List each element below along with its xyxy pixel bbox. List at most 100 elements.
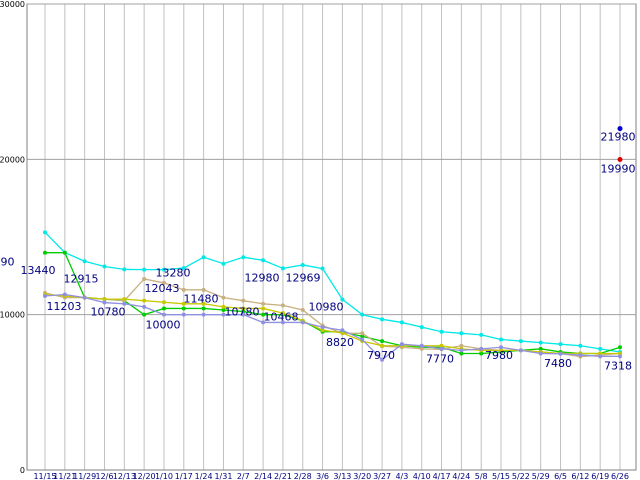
data-point (479, 332, 484, 337)
data-point (340, 297, 345, 302)
data-point (161, 280, 166, 285)
data-point (340, 328, 345, 333)
data-point (261, 320, 266, 325)
data-point (380, 343, 385, 348)
data-point (479, 351, 484, 356)
data-point (261, 301, 266, 306)
data-point (142, 276, 147, 281)
x-tick-label: 6/26 (611, 472, 629, 480)
y-tick-label: 10000 (0, 311, 25, 320)
data-point (300, 320, 305, 325)
data-point (459, 348, 464, 353)
data-label: 12980 (245, 271, 280, 284)
data-label: 19990 (601, 162, 636, 175)
data-label: 13990 (0, 256, 15, 269)
data-point (300, 308, 305, 313)
data-point (578, 343, 583, 348)
x-tick-label: 1/10 (155, 472, 173, 480)
data-point (201, 255, 206, 260)
data-point (439, 346, 444, 351)
data-point (43, 293, 47, 298)
data-label: 11480 (184, 293, 219, 306)
x-tick-label: 3/13 (333, 472, 351, 480)
data-point (558, 351, 563, 356)
x-tick-label: 1/17 (175, 472, 193, 480)
data-point (499, 348, 504, 353)
data-point (578, 353, 583, 358)
extra-points (617, 126, 623, 162)
x-tick-label: 12/13 (113, 472, 136, 480)
data-point (280, 320, 285, 325)
x-tick-label: 2/14 (254, 472, 272, 480)
data-label: 10780 (91, 306, 126, 319)
data-point (43, 250, 47, 255)
data-point (518, 339, 523, 344)
data-point (380, 339, 385, 344)
data-point (558, 342, 563, 347)
data-point (499, 345, 504, 350)
y-tick-label: 0 (20, 466, 25, 475)
data-point (419, 346, 424, 351)
data-point (340, 330, 345, 335)
data-label: 10000 (146, 319, 181, 332)
data-point (122, 301, 127, 306)
x-tick-label: 3/27 (373, 472, 391, 480)
data-point (221, 261, 226, 266)
x-tick-label: 2/28 (294, 472, 312, 480)
data-point (241, 306, 246, 311)
series-group (43, 230, 622, 362)
data-point (439, 329, 444, 334)
data-point (102, 297, 107, 302)
extra-point (617, 126, 623, 132)
data-point (241, 312, 246, 317)
data-point (62, 292, 67, 297)
plot-area (26, 3, 637, 471)
data-point (261, 312, 266, 317)
series-line (44, 293, 620, 361)
data-point (261, 306, 266, 311)
data-label: 10980 (309, 300, 344, 313)
x-tick-label: 5/8 (475, 472, 488, 480)
y-axis-ticks: 0 10000 20000 30000 (0, 0, 25, 475)
data-point (618, 354, 622, 359)
data-labels: 13990 13440 12915 13280 12980 12969 11203 12043… (0, 131, 636, 373)
x-tick-label: 5/29 (532, 472, 550, 480)
x-tick-label: 6/5 (554, 472, 567, 480)
data-point (142, 304, 147, 309)
data-label: 12915 (64, 272, 99, 285)
data-point (380, 357, 385, 362)
x-tick-label: 11/21 (53, 472, 76, 480)
x-tick-label: 2/7 (237, 472, 250, 480)
data-label: 12043 (145, 282, 180, 295)
series-line (44, 231, 621, 353)
data-point (518, 348, 523, 353)
y-tick-label: 30000 (0, 0, 25, 9)
data-point (221, 308, 226, 313)
data-point (479, 346, 484, 351)
data-point (380, 317, 385, 322)
data-point (201, 287, 206, 292)
x-tick-label: 3/20 (353, 472, 371, 480)
data-point (221, 304, 226, 309)
data-point (280, 303, 285, 308)
data-point (161, 267, 166, 272)
data-point (618, 351, 622, 356)
data-point (82, 259, 87, 264)
data-point (142, 312, 147, 317)
data-label: 10780 (225, 306, 260, 319)
data-point (598, 346, 603, 351)
data-point (419, 325, 424, 330)
data-point (280, 311, 285, 316)
data-point (280, 266, 285, 271)
y-tick-label: 20000 (0, 155, 25, 164)
data-point (102, 300, 107, 305)
data-point (241, 309, 246, 314)
data-label: 7970 (367, 349, 395, 362)
data-point (201, 301, 206, 306)
data-label: 21980 (601, 131, 636, 144)
data-point (241, 255, 246, 260)
data-label: 7480 (544, 357, 572, 370)
data-point (499, 337, 504, 342)
x-tick-label: 5/15 (492, 472, 510, 480)
